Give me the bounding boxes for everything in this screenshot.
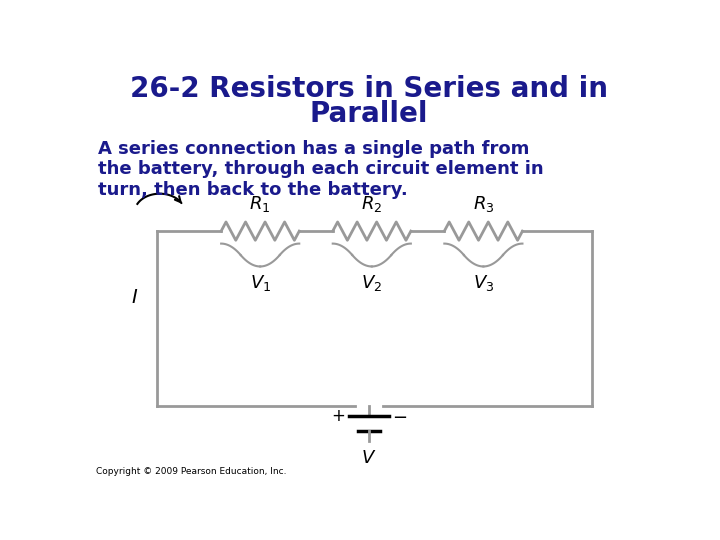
Text: $R_2$: $R_2$	[361, 194, 382, 214]
Text: A series connection has a single path from
the battery, through each circuit ele: A series connection has a single path fr…	[99, 140, 544, 199]
Text: $-$: $-$	[392, 407, 408, 425]
Text: $V_2$: $V_2$	[361, 273, 382, 293]
Text: $+$: $+$	[331, 407, 346, 425]
Text: $R_3$: $R_3$	[472, 194, 494, 214]
Text: Parallel: Parallel	[310, 100, 428, 128]
Text: 26-2 Resistors in Series and in: 26-2 Resistors in Series and in	[130, 75, 608, 103]
Text: $R_1$: $R_1$	[250, 194, 271, 214]
Text: $V$: $V$	[361, 449, 377, 468]
Text: $V_1$: $V_1$	[250, 273, 271, 293]
Text: $V_3$: $V_3$	[473, 273, 494, 293]
Text: Copyright © 2009 Pearson Education, Inc.: Copyright © 2009 Pearson Education, Inc.	[96, 468, 286, 476]
Text: $I$: $I$	[131, 288, 138, 307]
